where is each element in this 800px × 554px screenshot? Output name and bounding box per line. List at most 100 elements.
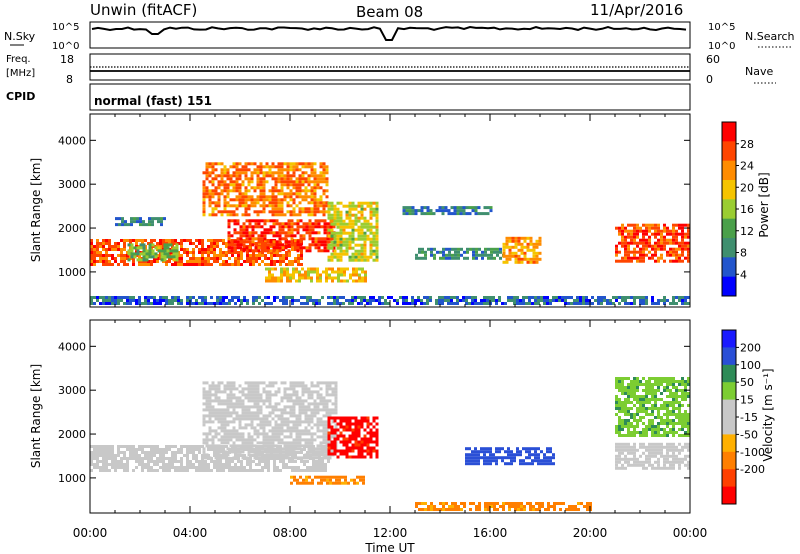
heatmap-cell [499,505,502,508]
heatmap-cell [289,387,293,391]
heatmap-cell [162,463,165,466]
heatmap-cell [316,384,320,388]
heatmap-cell [311,231,315,235]
heatmap-cell [615,463,618,467]
heatmap-cell [624,466,627,470]
heatmap-cell [222,463,225,466]
heatmap-cell [303,460,306,463]
heatmap-cell [248,219,252,223]
heatmap-cell [331,393,335,397]
heatmap-cell [153,445,156,448]
heatmap-cell [681,250,684,254]
heatmap-cell [369,302,372,305]
heatmap-cell [281,228,285,232]
heatmap-cell [529,236,533,240]
heatmap-cell [214,186,218,190]
heatmap-cell [205,381,209,385]
heatmap-cell [357,249,361,253]
heatmap-cell [645,466,648,470]
heatmap-cell [238,405,242,409]
heatmap-cell [280,174,284,178]
cpid-label: CPID [6,90,35,103]
heatmap-cell [648,407,651,410]
heatmap-cell [139,246,143,250]
heatmap-cell [280,450,284,454]
heatmap-cell [639,431,642,434]
heatmap-cell [514,257,518,261]
heatmap-cell [256,450,260,454]
heatmap-cell [310,411,314,415]
heatmap-cell [235,213,239,217]
heatmap-cell [144,451,147,454]
heatmap-cell [208,402,212,406]
heatmap-cell [210,257,213,260]
heatmap-cell [226,411,230,415]
heatmap-cell [621,404,624,407]
heatmap-cell [375,228,379,232]
heatmap-cell [239,240,243,244]
heatmap-cell [438,296,441,299]
heatmap-cell [442,247,445,251]
heatmap-cell [286,177,290,181]
heatmap-cell [255,257,258,260]
heatmap-cell [169,249,173,253]
heatmap-cell [330,296,333,299]
heatmap-cell [316,174,320,178]
heatmap-cell [313,438,317,442]
heatmap-cell [651,448,654,452]
heatmap-cell [211,180,215,184]
heatmap-cell [225,242,228,245]
heatmap-cell [280,168,284,172]
heatmap-cell [259,417,263,421]
heatmap-cell [574,508,577,511]
heatmap-cell [268,201,272,205]
heatmap-cell [316,417,320,421]
heatmap-cell [301,408,305,412]
heatmap-cell [220,417,224,421]
heatmap-cell [309,296,312,299]
heatmap-cell [320,243,324,247]
heatmap-cell [357,210,361,214]
heatmap-cell [645,428,648,431]
heatmap-cell [310,402,314,406]
heatmap-cell [339,416,343,420]
heatmap-cell [424,502,427,505]
heatmap-cell [327,437,331,441]
heatmap-cell [281,231,285,235]
heatmap-cell [301,189,305,193]
heatmap-cell [117,445,120,448]
heatmap-cell [372,252,376,256]
heatmap-cell [159,302,162,305]
heatmap-cell [675,241,678,245]
heatmap-cell [251,231,255,235]
heatmap-cell [247,390,251,394]
heatmap-cell [241,456,245,460]
heatmap-cell [105,451,108,454]
heatmap-cell [338,481,341,485]
heatmap-cell [168,457,171,460]
heatmap-cell [618,445,621,449]
heatmap-cell [214,417,218,421]
heatmap-cell [669,454,672,458]
heatmap-cell [174,460,177,463]
heatmap-cell [298,270,301,274]
heatmap-cell [487,247,490,251]
heatmap-cell [117,463,120,466]
heatmap-cell [114,245,117,248]
heatmap-cell [172,246,176,250]
heatmap-cell [570,296,573,299]
heatmap-cell [253,402,257,406]
heatmap-cell [309,469,312,472]
heatmap-cell [618,386,621,389]
heatmap-cell [489,456,492,460]
heatmap-cell [133,255,137,259]
heatmap-cell [168,463,171,466]
heatmap-cell [322,450,326,454]
heatmap-cell [313,402,317,406]
heatmap-cell [454,502,457,505]
heatmap-cell [290,225,294,229]
heatmap-cell [615,448,618,452]
heatmap-cell [186,469,189,472]
heatmap-cell [666,226,669,230]
heatmap-cell [238,447,242,451]
